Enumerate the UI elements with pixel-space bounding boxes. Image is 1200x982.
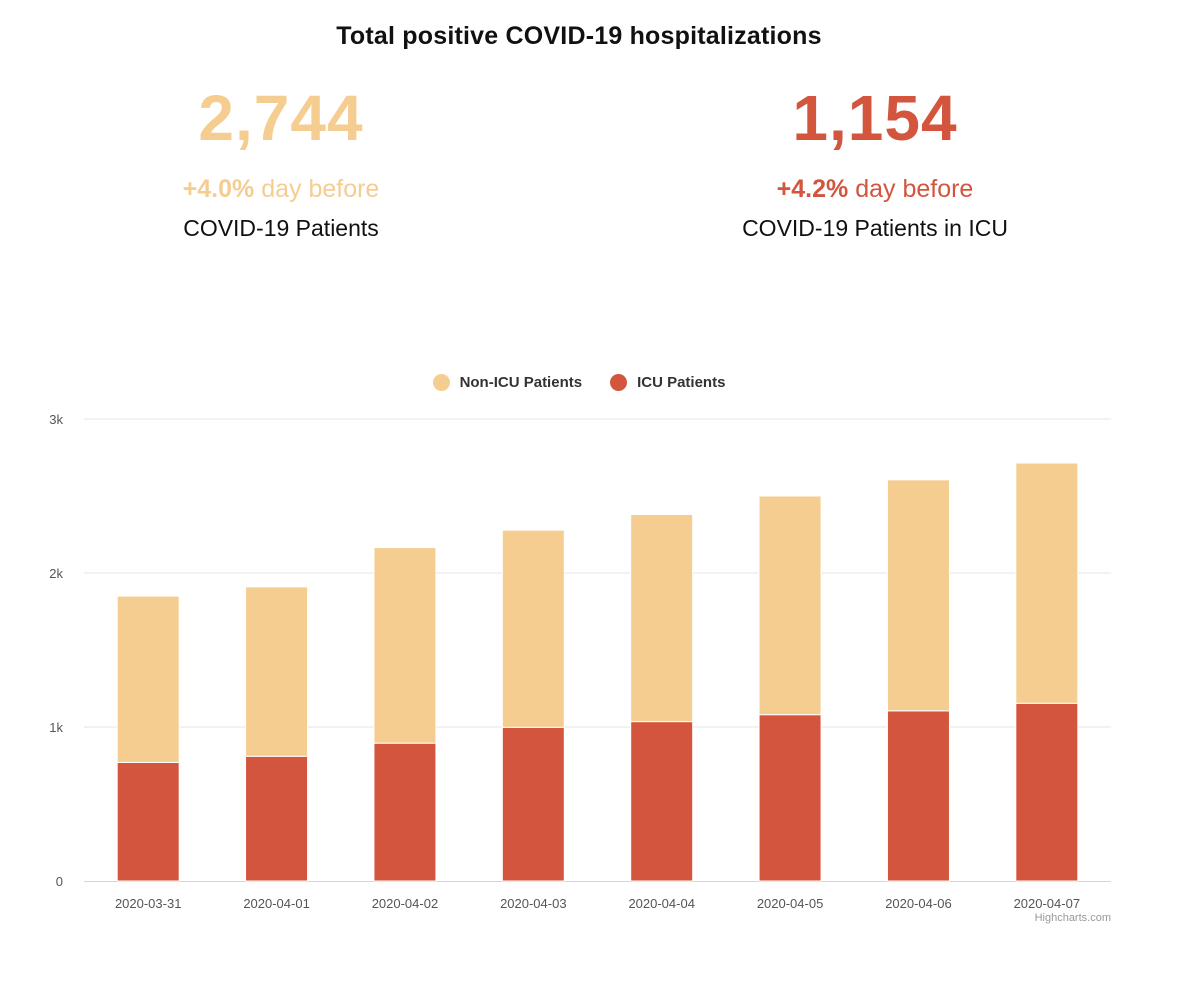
stat-icu-change-suffix: day before: [848, 175, 974, 203]
bar-non-icu: [501, 529, 565, 728]
stat-patients: 2,744 +4.0% day before COVID-19 Patients: [71, 80, 491, 242]
chart-title: Total positive COVID-19 hospitalizations: [336, 22, 822, 50]
x-tick-label: 2020-04-04: [628, 896, 695, 911]
bar-non-icu: [1015, 462, 1079, 704]
bar-icu: [886, 710, 950, 882]
legend-dot-icu: [610, 374, 628, 391]
x-tick-label: 2020-04-03: [500, 896, 567, 911]
stat-icu-label: COVID-19 Patients in ICU: [742, 215, 1008, 241]
bar-icu: [1015, 702, 1079, 882]
stat-patients-change: +4.0% day before: [71, 174, 491, 204]
credits-link[interactable]: Highcharts.com: [1034, 912, 1111, 924]
x-tick-label: 2020-04-01: [243, 896, 310, 911]
stat-icu-change: +4.2% day before: [665, 174, 1085, 204]
stat-icu-value: 1,154: [792, 82, 958, 154]
x-tick-label: 2020-04-05: [757, 896, 824, 911]
legend-dot-non-icu: [432, 374, 450, 391]
stat-icu: 1,154 +4.2% day before COVID-19 Patients…: [665, 80, 1085, 242]
stat-patients-label: COVID-19 Patients: [183, 215, 379, 241]
legend-item-icu[interactable]: ICU Patients: [610, 374, 725, 391]
bar-non-icu: [886, 479, 950, 712]
bar-non-icu: [245, 586, 309, 757]
x-tick-label: 2020-04-07: [1014, 896, 1081, 911]
bar-non-icu: [116, 595, 180, 763]
chart-legend: Non-ICU Patients ICU Patients: [0, 374, 1158, 391]
y-tick-label: 2k: [49, 566, 63, 581]
legend-item-non-icu[interactable]: Non-ICU Patients: [432, 374, 583, 391]
bar-icu: [373, 742, 437, 882]
bar-non-icu: [630, 513, 694, 723]
bar-non-icu: [758, 495, 822, 716]
stat-patients-change-suffix: day before: [254, 175, 380, 203]
x-tick-label: 2020-03-31: [115, 896, 182, 911]
y-tick-label: 1k: [49, 720, 63, 735]
x-tick-label: 2020-04-02: [372, 896, 439, 911]
bar-icu: [630, 721, 694, 882]
bar-non-icu: [373, 547, 437, 744]
x-tick-label: 2020-04-06: [885, 896, 952, 911]
stat-patients-value: 2,744: [198, 82, 364, 154]
y-tick-label: 0: [56, 874, 63, 889]
bar-icu: [245, 755, 309, 882]
stat-icu-change-percent: +4.2%: [776, 175, 849, 203]
legend-label-non-icu: Non-ICU Patients: [459, 374, 583, 391]
legend-label-icu: ICU Patients: [637, 374, 726, 391]
y-tick-label: 3k: [49, 412, 63, 427]
bar-icu: [501, 726, 565, 882]
stat-patients-change-percent: +4.0%: [182, 175, 255, 203]
bar-icu: [758, 714, 822, 882]
bar-icu: [116, 761, 180, 882]
